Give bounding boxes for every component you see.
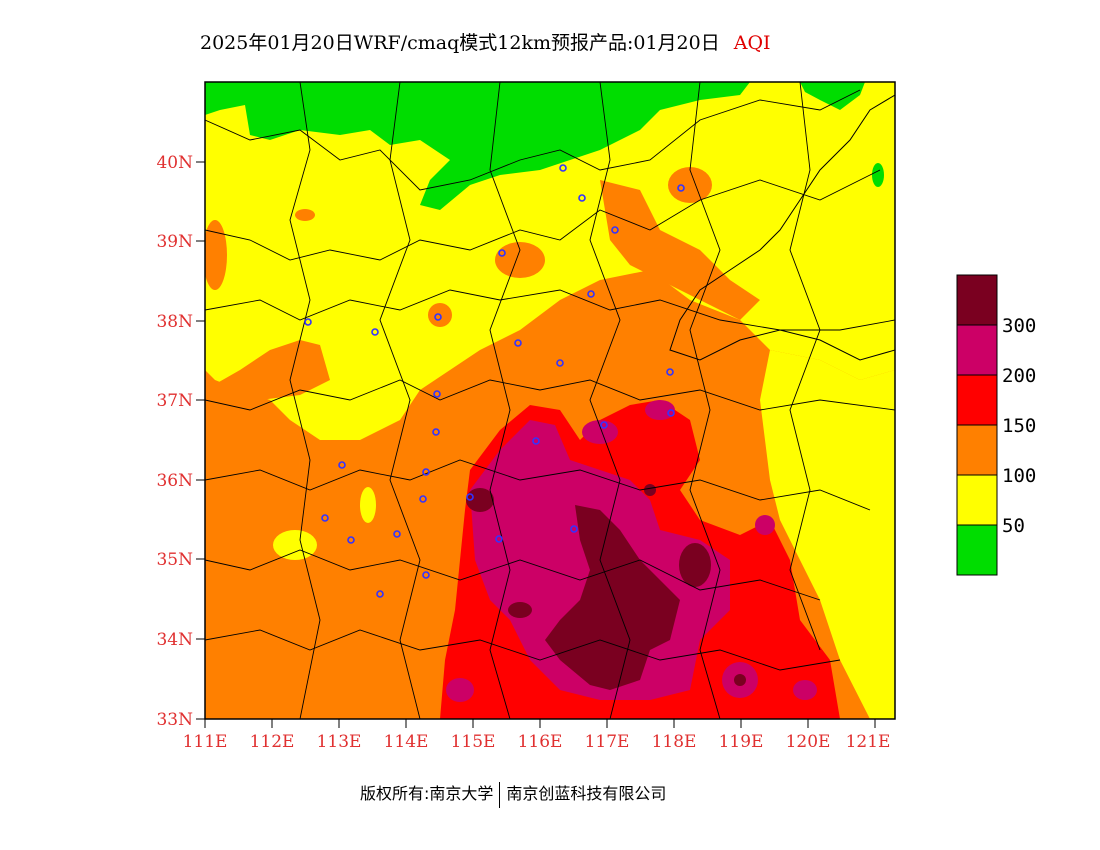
lat-axis: 33N 34N 35N 36N 37N 38N 39N 40N <box>156 153 205 730</box>
aqi-spot-orange-4 <box>295 209 315 221</box>
legend-label-100: 100 <box>1002 465 1036 487</box>
coastline <box>669 94 895 361</box>
aqi-spot-magenta-1 <box>582 420 618 444</box>
aqi-spot-maroon-2 <box>466 488 494 512</box>
aqi-band-maroon <box>545 505 680 690</box>
aqi-band-green-ne <box>800 82 865 110</box>
lat-label-39: 39N <box>156 232 193 252</box>
aqi-spot-maroon-3 <box>508 602 532 618</box>
aqi-spot-magenta-2 <box>645 400 675 420</box>
legend-label-200: 200 <box>1002 365 1036 387</box>
lon-label-120: 120E <box>786 732 831 752</box>
lat-label-33: 33N <box>156 710 193 730</box>
legend-label-150: 150 <box>1002 415 1036 437</box>
aqi-spot-maroon-1 <box>679 543 711 587</box>
station-markers <box>304 164 685 598</box>
aqi-band-yellow-east <box>760 350 895 719</box>
aqi-legend: 50 100 150 200 300 <box>956 274 1036 576</box>
lon-label-117: 117E <box>585 732 630 752</box>
footer-separator <box>499 781 501 808</box>
aqi-band-orange-ne <box>600 180 760 320</box>
legend-swatch-orange <box>956 424 998 476</box>
copyright-footer: 版权所有:南京大学 南京创蓝科技有限公司 <box>360 780 666 808</box>
legend-swatch-yellow <box>956 474 998 526</box>
title-variable: AQI <box>733 32 771 54</box>
lon-axis: 111E 112E 113E 114E 115E 116E 117E 118E … <box>183 719 891 752</box>
aqi-spot-orange-5 <box>205 220 227 290</box>
aqi-band-green <box>205 82 750 210</box>
lon-label-116: 116E <box>518 732 563 752</box>
aqi-spot-magenta-6 <box>755 515 775 535</box>
lat-label-36: 36N <box>156 471 193 491</box>
title-text: 2025年01月20日WRF/cmaq模式12km预报产品:01月20日 <box>200 32 720 54</box>
lat-label-35: 35N <box>156 550 193 570</box>
aqi-spot-magenta-5 <box>446 678 474 702</box>
lon-label-113: 113E <box>317 732 362 752</box>
aqi-spot-yellow-2 <box>360 487 376 523</box>
legend-swatch-magenta <box>956 324 998 376</box>
lon-label-112: 112E <box>250 732 295 752</box>
lon-label-121: 121E <box>846 732 891 752</box>
aqi-spot-maroon-4 <box>644 484 656 496</box>
aqi-band-orange-west <box>205 340 330 430</box>
lon-label-111: 111E <box>183 732 228 752</box>
lon-label-115: 115E <box>451 732 496 752</box>
aqi-field <box>205 82 895 719</box>
lat-label-34: 34N <box>156 630 193 650</box>
lat-label-40: 40N <box>156 153 193 173</box>
aqi-spot-magenta-4 <box>793 680 817 700</box>
lon-label-114: 114E <box>384 732 429 752</box>
aqi-spot-maroon-5 <box>734 674 746 686</box>
legend-swatch-red <box>956 374 998 426</box>
legend-label-300: 300 <box>1002 315 1036 337</box>
admin-boundaries <box>205 82 895 719</box>
map-title: 2025年01月20日WRF/cmaq模式12km预报产品:01月20日 AQI <box>200 28 771 55</box>
legend-label-50: 50 <box>1002 515 1025 537</box>
legend-swatch-maroon <box>956 274 998 326</box>
aqi-spot-green-1 <box>872 163 884 187</box>
aqi-band-yellow-north <box>205 82 895 440</box>
aqi-spot-yellow-1 <box>273 530 317 560</box>
lat-label-38: 38N <box>156 312 193 332</box>
aqi-spot-orange-2 <box>495 242 545 278</box>
legend-swatch-green <box>956 524 998 576</box>
footer-left: 版权所有:南京大学 <box>360 784 494 803</box>
lat-label-37: 37N <box>156 391 193 411</box>
lon-label-119: 119E <box>719 732 764 752</box>
lon-label-118: 118E <box>652 732 697 752</box>
footer-right: 南京创蓝科技有限公司 <box>506 784 667 803</box>
aqi-spot-orange-1 <box>668 167 712 203</box>
